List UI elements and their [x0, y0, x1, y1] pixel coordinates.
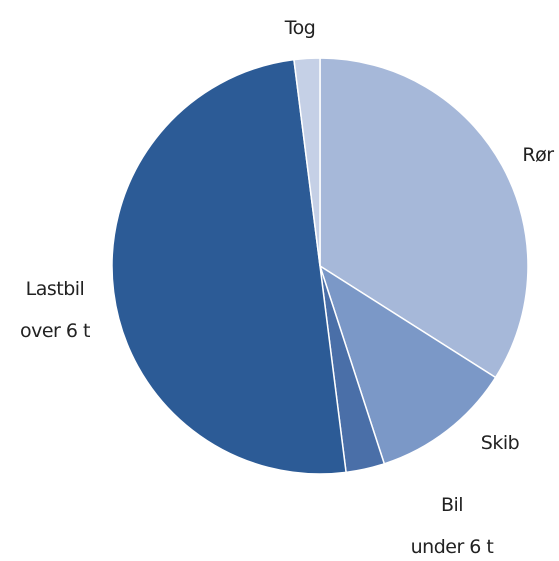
slice-label: Skib [480, 432, 520, 454]
pie-slice [293, 57, 321, 267]
slice-label: Rør [522, 144, 554, 166]
slice-label: Bil under 6 t [410, 494, 494, 558]
pie-slice [318, 264, 497, 465]
slice-label: Lastbil over 6 t [20, 278, 91, 342]
pie-slice [111, 58, 347, 475]
slice-label: Tog [284, 17, 316, 39]
pie-slice [319, 57, 529, 379]
